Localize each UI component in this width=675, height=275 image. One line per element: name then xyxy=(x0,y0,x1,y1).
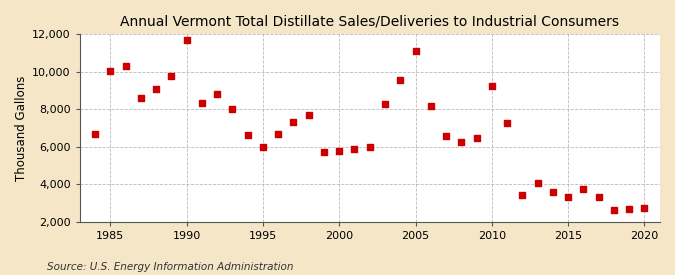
Point xyxy=(547,189,558,194)
Point xyxy=(456,140,466,144)
Point xyxy=(334,149,345,154)
Point xyxy=(120,64,131,68)
Point xyxy=(502,121,512,126)
Point xyxy=(196,101,207,105)
Point xyxy=(227,107,238,111)
Point xyxy=(517,193,528,198)
Title: Annual Vermont Total Distillate Sales/Deliveries to Industrial Consumers: Annual Vermont Total Distillate Sales/De… xyxy=(120,15,619,29)
Point xyxy=(639,205,650,210)
Point xyxy=(395,78,406,82)
Point xyxy=(349,147,360,151)
Point xyxy=(608,207,619,212)
Point xyxy=(136,96,146,100)
Text: Source: U.S. Energy Information Administration: Source: U.S. Energy Information Administ… xyxy=(47,262,294,272)
Point xyxy=(166,74,177,79)
Point xyxy=(441,134,452,139)
Point xyxy=(258,145,269,149)
Point xyxy=(593,195,604,200)
Point xyxy=(379,101,390,106)
Point xyxy=(425,103,436,108)
Y-axis label: Thousand Gallons: Thousand Gallons xyxy=(15,75,28,181)
Point xyxy=(273,131,284,136)
Point xyxy=(151,86,161,91)
Point xyxy=(487,84,497,88)
Point xyxy=(563,195,574,200)
Point xyxy=(532,181,543,186)
Point xyxy=(90,131,101,136)
Point xyxy=(319,150,329,155)
Point xyxy=(303,113,314,117)
Point xyxy=(242,132,253,137)
Point xyxy=(181,38,192,42)
Point xyxy=(624,207,634,211)
Point xyxy=(288,120,299,125)
Point xyxy=(471,136,482,141)
Point xyxy=(212,92,223,97)
Point xyxy=(364,145,375,149)
Point xyxy=(105,69,115,73)
Point xyxy=(410,49,421,53)
Point xyxy=(578,187,589,191)
